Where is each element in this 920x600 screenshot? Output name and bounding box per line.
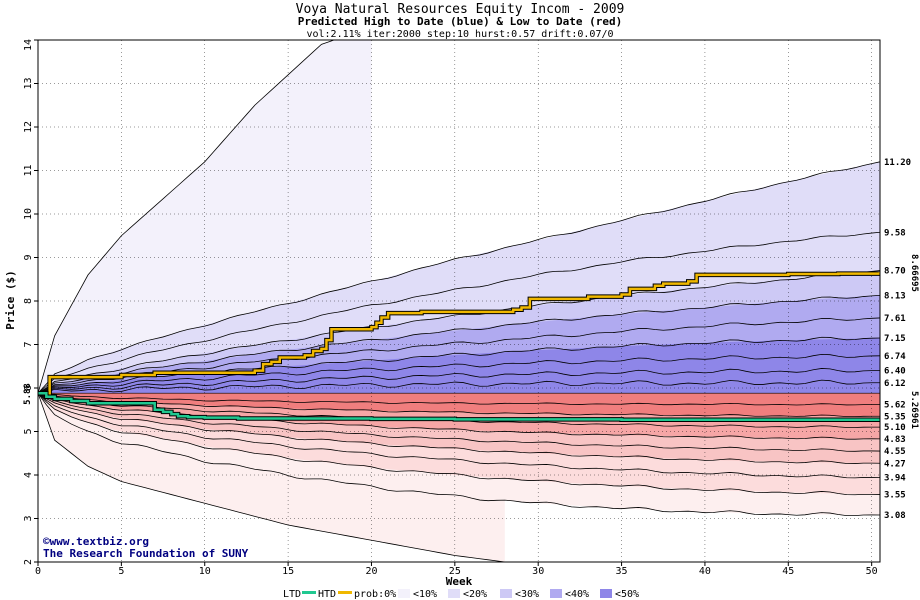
y-axis-ticks: 2 3 4 5 6 7 8 9 10 11 12 13 14 [23,39,38,565]
y-tick-label: 11 [23,164,34,176]
x-tick-label: 30 [532,566,544,577]
probability-bands [38,40,880,562]
start-price-label: 5.88 [23,383,33,405]
y-tick-label: 3 [23,515,34,521]
legend-htd-swatch [338,591,352,594]
final-high-label: 8.66695 [909,254,919,292]
high-curve-8.13 [38,294,880,394]
y-tick-label: 7 [23,341,34,347]
low-curve-4.27 [38,392,880,464]
legend-ltd-label: LTD [283,589,301,600]
legend-lt30-label: <30% [515,589,539,600]
y-tick-label: 2 [23,559,34,565]
legend-lt20-label: <20% [463,589,487,600]
y-axis-label: Price ($) [4,270,17,330]
legend-swatch-30 [550,589,562,598]
low-curve-4.55 [38,392,880,452]
credit-org: The Research Foundation of SUNY [43,547,249,560]
high-curve-6.12 [38,379,880,394]
y-tick-label: 5 [23,428,34,434]
x-axis-ticks: 0 5 10 15 20 25 30 35 40 45 50 [35,562,878,577]
right-end-labels: 11.20 9.58 8.70 8.13 7.61 7.15 6.74 6.40 6.12 5.6… [884,158,911,521]
end-label: 3.94 [884,474,906,484]
x-tick-label: 35 [616,566,628,577]
legend-swatch-40 [600,589,612,598]
end-label: 3.08 [884,511,906,521]
y-tick-label: 13 [23,77,34,89]
low-curve-5.35 [38,392,880,417]
legend-ltd-swatch [302,591,316,594]
x-tick-label: 45 [782,566,794,577]
low-band-9 [38,393,880,405]
end-label: 6.12 [884,379,906,389]
legend-swatch-10 [448,589,460,598]
y-tick-label: 8 [23,298,34,304]
legend-lt10-label: <10% [413,589,437,600]
high-curve-9.58 [38,231,880,394]
final-low-label: 5.26961 [909,391,919,429]
credit-site: ©www.textbiz.org [43,535,149,548]
x-tick-label: 50 [866,566,878,577]
x-tick-label: 5 [118,566,124,577]
x-tick-label: 25 [449,566,461,577]
end-label: 9.58 [884,228,906,238]
end-label: 4.27 [884,459,906,469]
end-label: 5.62 [884,401,906,411]
low-curve-3.94 [38,392,880,479]
high-curve-8.70 [38,270,880,394]
y-tick-label: 14 [23,39,34,51]
high-curve-7.61 [38,317,880,394]
low-curve-3.55 [38,392,880,496]
high-curve-11.20 [38,161,880,394]
chart-title: Voya Natural Resources Equity Incom - 20… [296,2,625,17]
end-label: 4.55 [884,447,906,457]
legend: LTD HTD prob:0% <10% <20% <30% <40% <50% [283,589,639,600]
end-label: 6.40 [884,367,906,377]
legend-prob-label: prob:0% [354,589,396,600]
end-label: 7.61 [884,314,906,324]
high-curve-6.74 [38,353,880,394]
end-label: 8.70 [884,267,906,277]
htd-line [38,271,880,395]
legend-lt50-label: <50% [615,589,639,600]
y-tick-label: 6 [23,385,34,391]
chart-params: vol:2.11% iter:2000 step:10 hurst:0.57 d… [306,29,613,40]
x-tick-label: 20 [365,566,377,577]
x-tick-label: 0 [35,566,41,577]
y-tick-label: 12 [23,121,34,133]
end-label: 4.83 [884,435,906,445]
high-curve-6.40 [38,368,880,394]
legend-swatch-0-blue [398,589,410,598]
end-label: 3.55 [884,491,906,501]
y-tick-label: 9 [23,254,34,260]
legend-swatch-20 [500,589,512,598]
chart-subtitle: Predicted High to Date (blue) & Low to D… [298,15,623,28]
y-tick-label: 4 [23,472,34,478]
end-label: 7.15 [884,334,906,344]
ltd-line [38,391,880,421]
end-label: 8.13 [884,291,906,301]
legend-htd-label: HTD [318,589,336,600]
end-label: 6.74 [884,352,906,362]
end-label: 5.10 [884,423,906,433]
outer-high-curve [38,40,336,394]
low-curve-5.62 [38,392,880,406]
outer-low-curve [38,393,505,562]
low-curve-3.08 [38,392,880,517]
y-tick-label: 10 [23,208,34,220]
end-label: 5.35 [884,412,906,422]
end-label: 11.20 [884,158,911,168]
x-axis-label: Week [446,575,473,588]
x-tick-label: 15 [282,566,294,577]
x-tick-label: 10 [199,566,211,577]
observed-series [38,271,880,422]
legend-lt40-label: <40% [565,589,589,600]
x-tick-label: 40 [699,566,711,577]
